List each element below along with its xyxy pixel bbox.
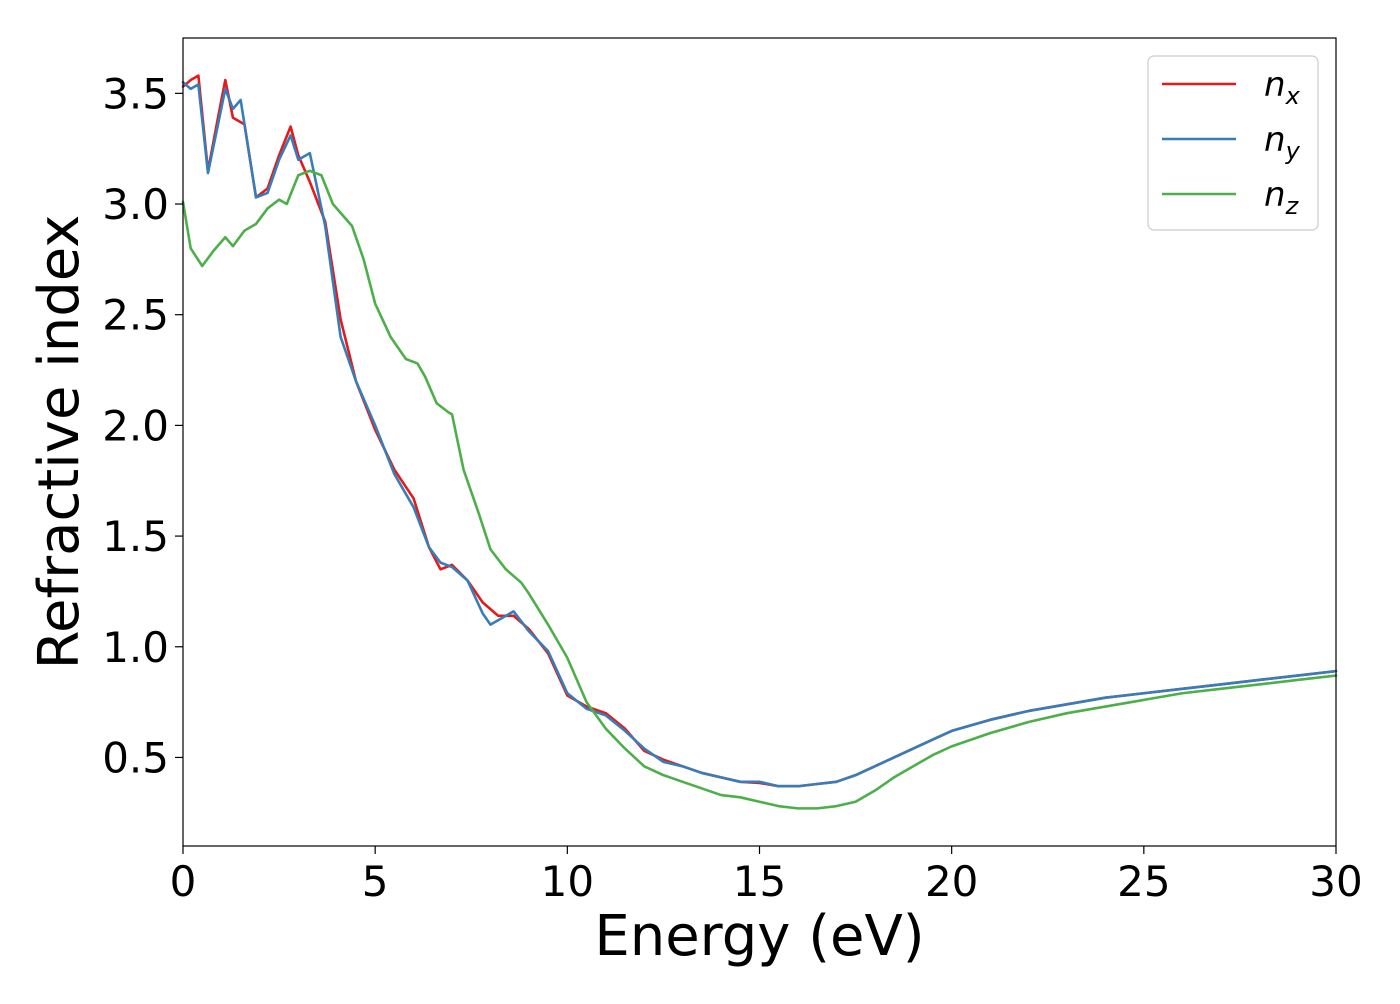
x-tick-label: 30 [1309, 857, 1362, 906]
x-tick-label: 0 [170, 857, 197, 906]
x-tick-label: 15 [733, 857, 786, 906]
ticks-layer: 0 5 10 15 20 25 30 0.5 1.0 1.5 2.0 2.5 3.0 3.5 [102, 69, 1363, 906]
y-tick-label: 3.5 [102, 69, 169, 118]
x-tick-label: 20 [925, 857, 978, 906]
x-axis-title: Energy (eV) [594, 904, 924, 969]
series-line-n-y [181, 80, 1338, 788]
series-layer [181, 74, 1338, 810]
legend-label-n-x: nx [1264, 65, 1301, 110]
y-tick-label: 3.0 [102, 180, 169, 229]
legend-label-n-z: nz [1264, 175, 1300, 220]
series-line-n-z [181, 169, 1338, 810]
legend-label-n-y: ny [1264, 120, 1301, 165]
legend-box [1147, 55, 1319, 231]
y-tick-label: 0.5 [102, 733, 169, 782]
x-tick-label: 5 [362, 857, 389, 906]
y-axis-title: Refractive index [27, 215, 92, 670]
x-tick-label: 25 [1117, 857, 1170, 906]
y-tick-label: 2.0 [102, 401, 169, 450]
y-tick-label: 1.5 [102, 512, 169, 561]
legend: nx ny nz [1147, 55, 1319, 231]
y-tick-label: 2.5 [102, 291, 169, 340]
y-tick-label: 1.0 [102, 623, 169, 672]
x-tick-label: 10 [541, 857, 594, 906]
